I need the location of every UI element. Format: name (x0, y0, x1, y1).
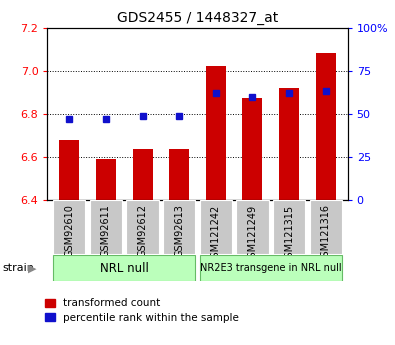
Bar (316, 53, 336, 200)
Title: GDS2455 / 1448327_at: GDS2455 / 1448327_at (117, 11, 278, 25)
Bar (126, 200, 159, 254)
Text: strain: strain (2, 264, 34, 273)
Bar (206, 67, 226, 200)
Text: GSM121249: GSM121249 (247, 204, 258, 264)
Bar (236, 200, 269, 254)
Bar (310, 200, 342, 254)
Bar (132, 149, 152, 200)
Text: GSM121316: GSM121316 (321, 204, 331, 263)
Legend: transformed count, percentile rank within the sample: transformed count, percentile rank withi… (45, 298, 239, 323)
Text: GSM92610: GSM92610 (64, 204, 74, 257)
Bar (200, 255, 342, 281)
Text: GSM92611: GSM92611 (101, 204, 111, 257)
Bar (53, 200, 85, 254)
Bar (273, 200, 305, 254)
Bar (200, 200, 232, 254)
Bar (96, 159, 116, 200)
Text: GSM92612: GSM92612 (137, 204, 148, 257)
Bar (243, 98, 263, 200)
Text: ▶: ▶ (28, 264, 37, 273)
Text: NR2E3 transgene in NRL null: NR2E3 transgene in NRL null (200, 263, 342, 273)
Bar (90, 200, 122, 254)
Text: NRL null: NRL null (100, 262, 149, 275)
Bar (169, 149, 189, 200)
Bar (59, 140, 79, 200)
Bar (163, 200, 195, 254)
Text: GSM121242: GSM121242 (211, 204, 221, 264)
Bar (279, 88, 299, 200)
Text: GSM92613: GSM92613 (174, 204, 184, 257)
Bar (53, 255, 195, 281)
Text: GSM121315: GSM121315 (284, 204, 294, 264)
